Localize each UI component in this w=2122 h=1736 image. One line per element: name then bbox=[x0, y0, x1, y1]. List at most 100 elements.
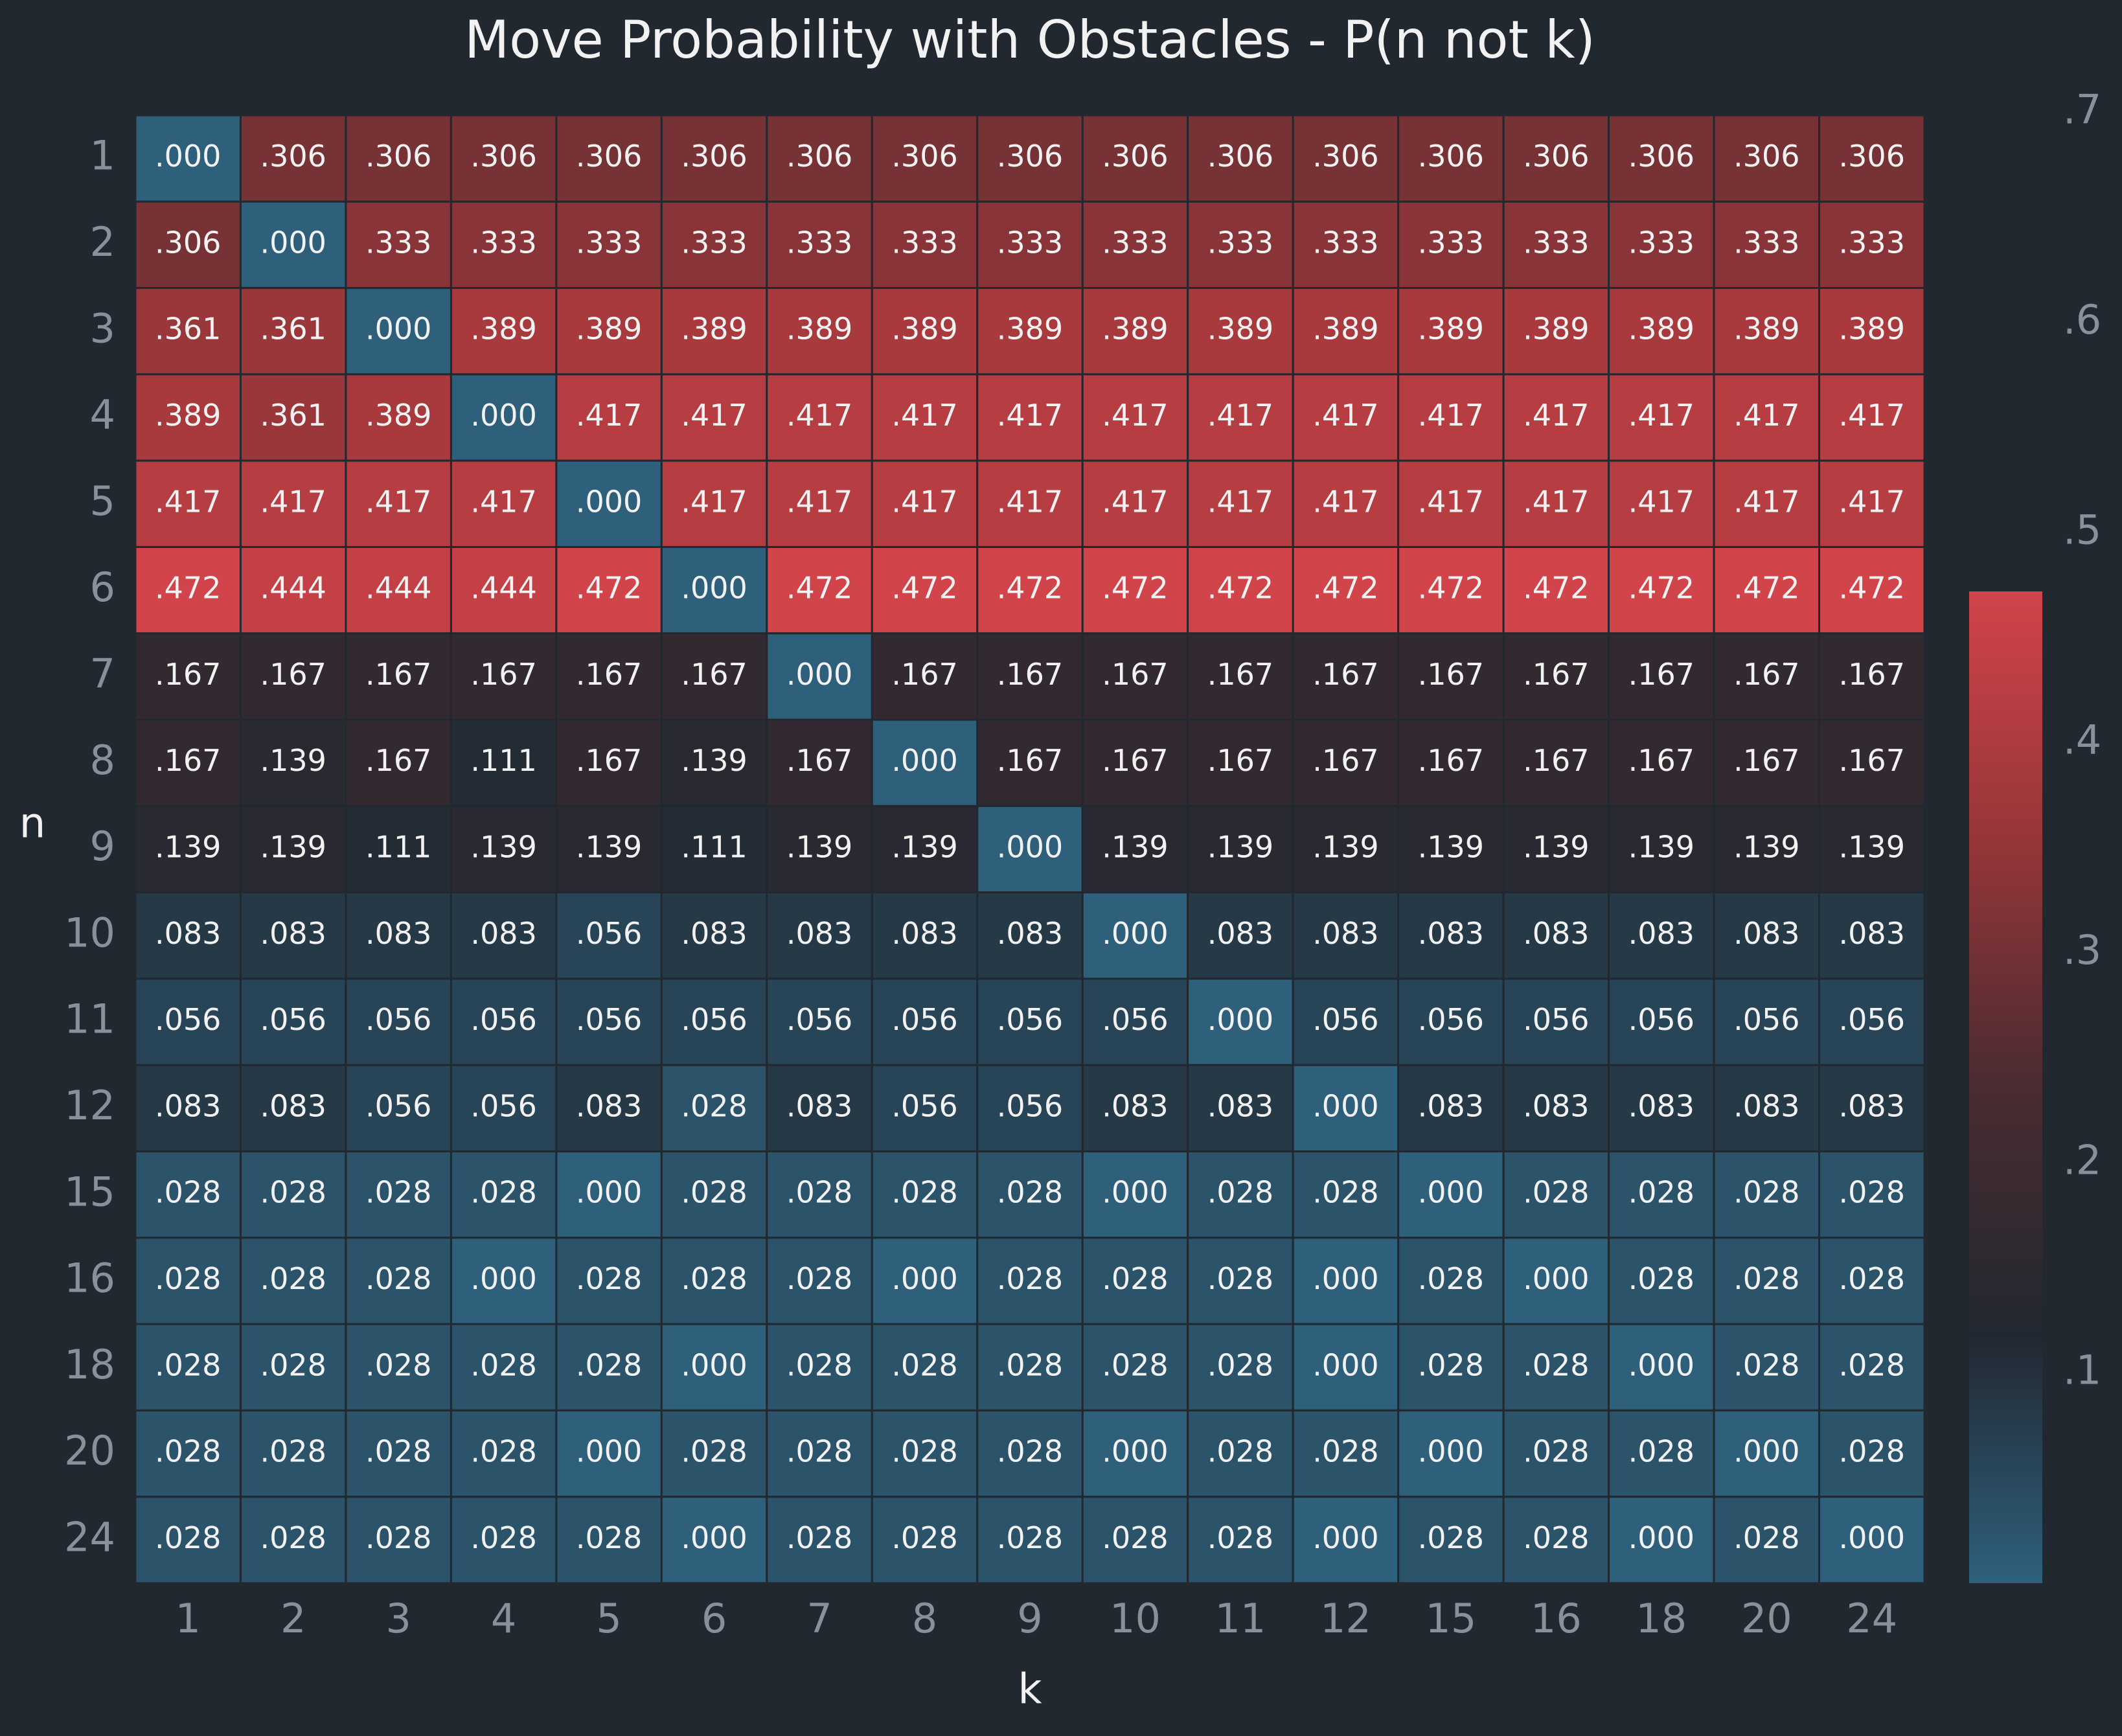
y-tick-label: 20 bbox=[64, 1427, 115, 1474]
cell-label: .028 bbox=[1102, 1520, 1168, 1555]
heatmap-cell bbox=[1608, 891, 1715, 980]
heatmap-cell bbox=[660, 977, 768, 1066]
heatmap-cell bbox=[1187, 977, 1294, 1066]
heatmap-cell bbox=[660, 200, 768, 290]
heatmap-cell bbox=[1187, 1409, 1294, 1498]
x-axis-label: k bbox=[1018, 1666, 1042, 1714]
heatmap-cell bbox=[1502, 287, 1610, 376]
cell-label: .056 bbox=[997, 1002, 1063, 1037]
chart-title: Move Probability with Obstacles - P(n no… bbox=[464, 10, 1595, 70]
heatmap-cell bbox=[1187, 287, 1294, 376]
cell-label: .028 bbox=[1733, 1175, 1799, 1210]
cell-label: .000 bbox=[1523, 1261, 1589, 1296]
cell-label: .056 bbox=[1733, 1002, 1799, 1037]
cell-label: .028 bbox=[1207, 1347, 1273, 1382]
cell-label: .083 bbox=[260, 916, 326, 951]
heatmap-cell bbox=[1292, 1064, 1400, 1153]
cell-label: .056 bbox=[365, 1088, 431, 1123]
cell-label: .083 bbox=[681, 916, 747, 951]
cell-label: .333 bbox=[1628, 225, 1694, 260]
cell-label: .306 bbox=[1733, 139, 1799, 174]
cell-label: .167 bbox=[155, 657, 221, 692]
cell-label: .083 bbox=[1839, 916, 1905, 951]
heatmap-cell bbox=[1081, 1496, 1189, 1584]
heatmap-cell bbox=[239, 1150, 347, 1239]
heatmap-cell bbox=[1292, 805, 1400, 894]
heatmap-cell bbox=[134, 718, 242, 807]
cell-label: .083 bbox=[1207, 1088, 1273, 1123]
heatmap-cell bbox=[1818, 718, 1926, 807]
cell-label: .167 bbox=[1628, 743, 1694, 778]
heatmap-cell bbox=[660, 1064, 768, 1153]
y-tick-label: 4 bbox=[90, 391, 115, 439]
x-tick-label: 7 bbox=[806, 1595, 832, 1642]
cell-label: .333 bbox=[470, 225, 536, 260]
heatmap-cell bbox=[1502, 459, 1610, 548]
heatmap-cell bbox=[1608, 459, 1715, 548]
cell-label: .056 bbox=[155, 1002, 221, 1037]
heatmap-cell bbox=[450, 1064, 558, 1153]
heatmap-cell bbox=[134, 1064, 242, 1153]
heatmap-cell bbox=[1397, 1323, 1505, 1411]
cell-label: .083 bbox=[997, 916, 1063, 951]
heatmap-cell bbox=[976, 1064, 1084, 1153]
heatmap-cell bbox=[1081, 1409, 1189, 1498]
cell-label: .167 bbox=[576, 657, 642, 692]
cell-label: .028 bbox=[155, 1520, 221, 1555]
colorbar-tick-label: .5 bbox=[2063, 506, 2101, 553]
cell-label: .056 bbox=[1523, 1002, 1589, 1037]
heatmap-cell bbox=[1713, 632, 1821, 721]
heatmap-cell bbox=[766, 891, 873, 980]
cell-label: .306 bbox=[155, 225, 221, 260]
cell-label: .306 bbox=[891, 139, 957, 174]
cell-label: .083 bbox=[576, 1088, 642, 1123]
heatmap-cell bbox=[1081, 805, 1189, 894]
heatmap-cell bbox=[345, 1150, 452, 1239]
cell-label: .167 bbox=[1628, 657, 1694, 692]
cell-label: .056 bbox=[681, 1002, 747, 1037]
cell-label: .028 bbox=[1839, 1347, 1905, 1382]
cell-label: .000 bbox=[576, 484, 642, 519]
cell-label: .028 bbox=[470, 1434, 536, 1469]
cell-label: .389 bbox=[576, 312, 642, 347]
heatmap-cell bbox=[1187, 632, 1294, 721]
cell-label: .167 bbox=[786, 743, 852, 778]
heatmap-cell bbox=[1608, 287, 1715, 376]
cell-label: .417 bbox=[1312, 398, 1378, 433]
cell-label: .389 bbox=[155, 398, 221, 433]
heatmap-cell bbox=[1818, 1150, 1926, 1239]
heatmap-cell bbox=[660, 459, 768, 548]
cell-label: .028 bbox=[891, 1520, 957, 1555]
cell-label: .139 bbox=[576, 830, 642, 865]
heatmap-cell bbox=[555, 632, 663, 721]
cell-label: .444 bbox=[365, 571, 431, 606]
colorbar-tick-label: .3 bbox=[2063, 926, 2101, 974]
cell-label: .167 bbox=[1839, 657, 1905, 692]
heatmap-cell bbox=[871, 1064, 979, 1153]
cell-label: .028 bbox=[1207, 1261, 1273, 1296]
heatmap-cell bbox=[239, 373, 347, 462]
heatmap-cell bbox=[345, 1496, 452, 1584]
cell-label: .028 bbox=[260, 1261, 326, 1296]
heatmap-cell bbox=[871, 287, 979, 376]
heatmap-cell bbox=[766, 805, 873, 894]
heatmap-cell bbox=[450, 1496, 558, 1584]
cell-label: .083 bbox=[786, 1088, 852, 1123]
cell-label: .028 bbox=[997, 1175, 1063, 1210]
heatmap-cell bbox=[239, 545, 347, 635]
cell-label: .472 bbox=[1839, 571, 1905, 606]
cell-label: .028 bbox=[365, 1175, 431, 1210]
cell-label: .139 bbox=[1523, 830, 1589, 865]
cell-label: .139 bbox=[1733, 830, 1799, 865]
cell-label: .444 bbox=[470, 571, 536, 606]
heatmap-cell bbox=[555, 1409, 663, 1498]
cell-label: .028 bbox=[470, 1175, 536, 1210]
cell-label: .417 bbox=[1102, 398, 1168, 433]
heatmap-cell bbox=[660, 1237, 768, 1325]
cell-label: .083 bbox=[470, 916, 536, 951]
heatmap-cell bbox=[660, 805, 768, 894]
heatmap-cell bbox=[555, 287, 663, 376]
cell-label: .000 bbox=[365, 312, 431, 347]
heatmap-cell bbox=[1292, 977, 1400, 1066]
colorbar-tick-label: .4 bbox=[2063, 716, 2101, 764]
